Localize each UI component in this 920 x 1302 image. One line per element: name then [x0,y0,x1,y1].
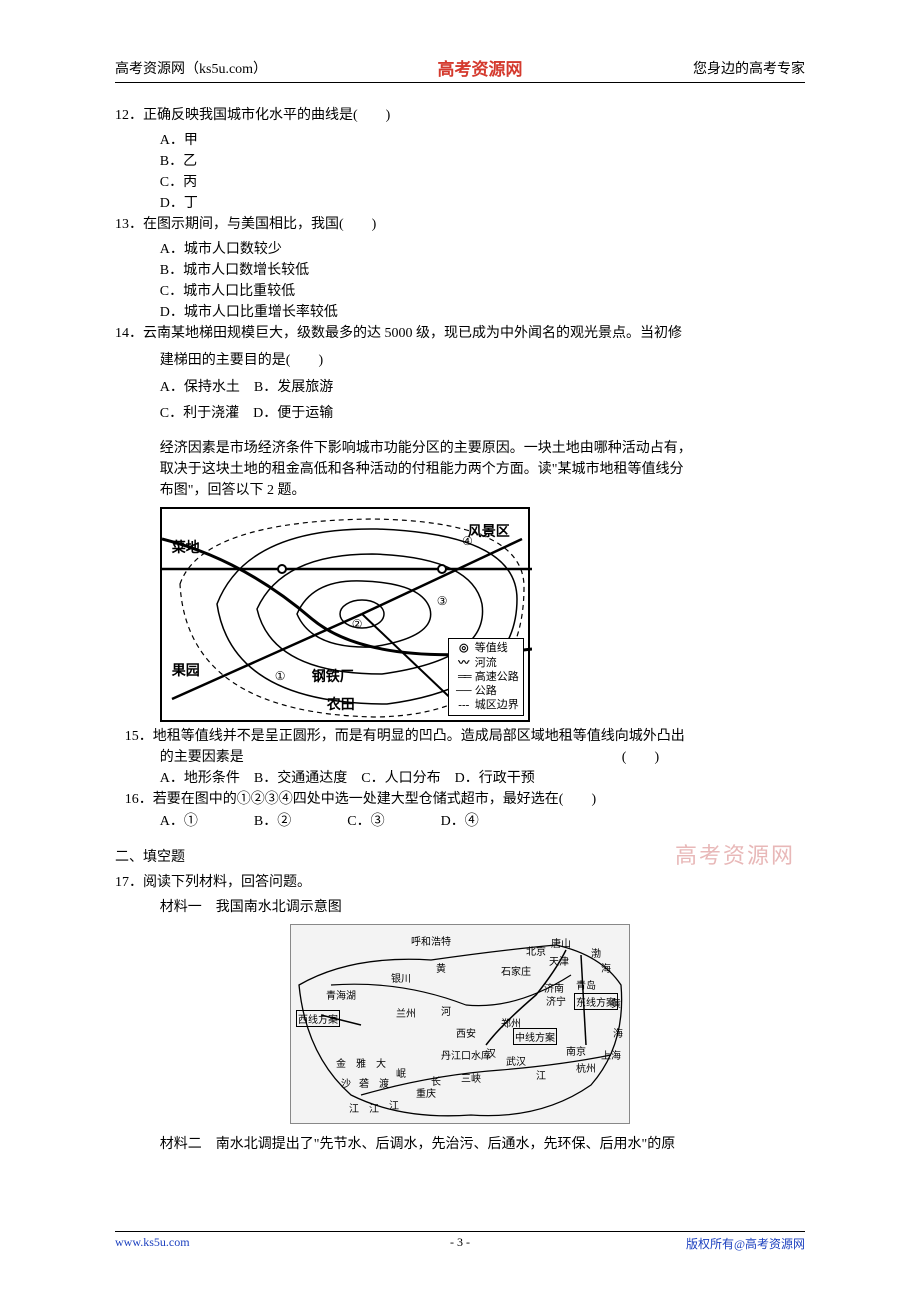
rent-contour-map: 菜地 风景区 果园 钢铁厂 农田 ① ② ③ ④ ◎等值线 〰河流 ══高速公路… [160,507,530,722]
city-shanghai: 上海 [601,1047,621,1062]
q17-material-2: 材料二 南水北调提出了"先节水、后调水，先治污、后通水，先环保、后用水"的原 [115,1134,805,1155]
q13-opt-c: C．城市人口比重较低 [115,281,805,302]
sea-huang: 黄 [611,995,621,1010]
river-sha: 沙 [341,1075,351,1090]
q17-stem: 17．阅读下列材料，回答问题。 [115,872,805,893]
city-shijiazhuang: 石家庄 [501,963,531,978]
q15-line-1: 15．地租等值线并不是呈正圆形，而是有明显的凹凸。造成局部区域地租等值线向城外凸… [115,726,805,748]
river-jiang3: 江 [369,1100,379,1115]
map-label-fengjing: 风景区 [468,521,510,541]
city-hangzhou: 杭州 [576,1060,596,1075]
river-jiang: 江 [536,1067,546,1082]
river-jin: 金 [336,1055,346,1070]
city-beijing: 北京 [526,943,546,958]
header-right: 您身边的高考专家 [693,58,805,78]
legend-road: 公路 [475,685,497,697]
legend-river: 河流 [475,657,497,669]
q15-line-2: 的主要因素是 ( ) [115,747,805,768]
river-chang: 长 [431,1073,441,1088]
river-he: 河 [441,1003,451,1018]
q13-stem: 13．在图示期间，与美国相比，我国( ) [115,214,805,235]
passage-line-2: 取决于这块土地的租金高低和各种活动的付租能力两个方面。读"某城市地租等值线分 [160,459,805,480]
q12-stem: 12．正确反映我国城市化水平的曲线是( ) [115,105,805,126]
map-num-4: ④ [462,534,473,549]
legend-boundary: 城区边界 [475,699,519,711]
page-footer: www.ks5u.com - 3 - 版权所有@高考资源网 [115,1231,805,1252]
city-nanjing: 南京 [566,1043,586,1058]
q13-opt-a: A．城市人口数较少 [115,239,805,260]
city-qingdao: 青岛 [576,977,596,992]
river-han: 汉 [486,1045,496,1060]
sea-hai2: 海 [613,1025,623,1040]
city-lanzhou: 兰州 [396,1005,416,1020]
river-huang: 黄 [436,960,446,975]
q16-stem: 16．若要在图中的①②③④四处中选一处建大型仓储式超市，最好选在( ) [115,789,805,811]
sea-bo: 渤 [591,945,601,960]
river-ya: 雅 [356,1055,366,1070]
q12-opt-a: A．甲 [115,130,805,151]
q13-opt-b: B．城市人口数增长较低 [115,260,805,281]
city-wuhan: 武汉 [506,1053,526,1068]
city-huhehaote: 呼和浩特 [411,933,451,948]
legend-highway: 高速公路 [475,671,519,683]
q14-stem-1: 14．云南某地梯田规模巨大，级数最多的达 5000 级，现已成为中外闻名的观光景… [115,323,805,344]
q16-opts: A．① B．② C．③ D．④ [115,811,805,832]
city-yinchuan: 银川 [391,970,411,985]
river-long: 砻 [359,1075,369,1090]
city-danjiangkou: 丹江口水库 [441,1047,491,1062]
river-jiang4: 江 [389,1097,399,1112]
q14-opt-ab: A．保持水土 B．发展旅游 [115,375,805,402]
q14-stem-2: 建梯田的主要目的是( ) [115,348,805,375]
city-qinghaihu: 青海湖 [326,987,356,1002]
city-sanxia: 三峡 [461,1070,481,1085]
sea-hai1: 海 [601,960,611,975]
label-zhongxian: 中线方案 [513,1028,557,1045]
q12-opt-b: B．乙 [115,151,805,172]
map-label-nongtian: 农田 [327,694,355,714]
map-num-3: ③ [437,594,448,609]
header-left: 高考资源网（ks5u.com） [115,58,267,78]
label-xixian: 西线方案 [296,1010,340,1027]
q12-opt-c: C．丙 [115,172,805,193]
map-num-2: ② [352,617,363,632]
passage-economic: 经济因素是市场经济条件下影响城市功能分区的主要原因。一块土地由哪种活动占有， 取… [115,438,805,501]
footer-page-number: - 3 - [115,1235,805,1250]
map-num-1: ① [275,669,286,684]
q14-opt-cd: C．利于浇灌 D．便于运输 [115,401,805,428]
river-du: 渡 [379,1075,389,1090]
passage-line-3: 布图"，回答以下 2 题。 [160,480,805,501]
river-da: 大 [376,1055,386,1070]
city-tangshan: 唐山 [551,935,571,950]
page-header: 高考资源网（ks5u.com） 高考资源网 您身边的高考专家 [115,55,805,83]
q13-opt-d: D．城市人口比重增长率较低 [115,302,805,323]
q15-opts: A．地形条件 B．交通通达度 C．人口分布 D．行政干预 [115,768,805,789]
river-jiang2: 江 [349,1100,359,1115]
watermark: 高考资源网 [675,838,795,870]
south-north-water-map: 呼和浩特 北京 唐山 天津 石家庄 银川 青海湖 西线方案 兰州 济南 济宁 青… [290,924,630,1124]
city-tianjin: 天津 [549,953,569,968]
map-label-guoyuan: 果园 [172,660,200,680]
river-min: 岷 [396,1065,406,1080]
header-center-logo: 高考资源网 [438,55,523,80]
map-label-gangtie: 钢铁厂 [312,666,354,686]
legend-contour: 等值线 [475,642,508,654]
q17-material-1: 材料一 我国南水北调示意图 [115,897,805,918]
passage-line-1: 经济因素是市场经济条件下影响城市功能分区的主要原因。一块土地由哪种活动占有， [160,438,805,459]
city-xian: 西安 [456,1025,476,1040]
map-legend: ◎等值线 〰河流 ══高速公路 ──公路 ---城区边界 [448,638,524,715]
q12-opt-d: D．丁 [115,193,805,214]
city-jining: 济宁 [546,993,566,1008]
map-label-caidi: 菜地 [172,537,200,557]
